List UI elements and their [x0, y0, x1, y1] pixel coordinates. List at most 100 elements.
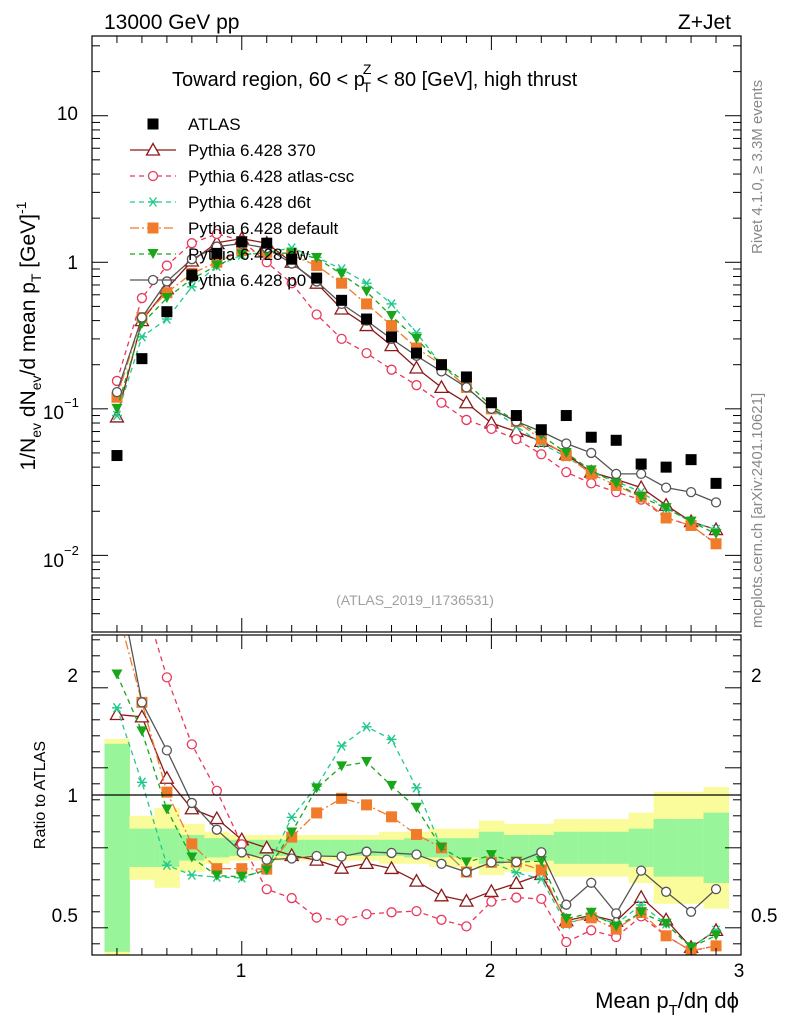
ratio-point-p0 [361, 846, 372, 857]
ratio-point-p370 [633, 889, 649, 903]
ratio-point-default [411, 828, 422, 840]
x-axis-label: Mean pT/dη dϕ [595, 988, 739, 1019]
legend-marker-d6t [148, 197, 158, 207]
ratio-point-atlascsc [586, 925, 597, 936]
legend-label-atlas: ATLAS [188, 115, 241, 134]
point-dw [211, 260, 223, 271]
ratio-band-green [154, 828, 180, 867]
point-dw [286, 248, 298, 259]
ratio-point-p0 [236, 847, 247, 858]
point-atlas [635, 458, 647, 470]
point-atlas [460, 371, 472, 383]
ratio-point-d6t [386, 734, 397, 745]
ratio-point-dw [560, 913, 572, 924]
ratio-point-dw [186, 852, 198, 863]
ratio-point-dw [161, 804, 173, 815]
ratio-point-p370 [433, 887, 450, 902]
ratio-point-p370 [508, 875, 524, 890]
point-dw [386, 310, 398, 321]
y-axis-label: 1/Nev dNev/d mean pT [GeV]-1 [13, 201, 44, 470]
ratio-point-p0 [710, 883, 722, 895]
ratio-ytick-right-2: 2 [751, 666, 762, 687]
axis-ticks [91, 36, 742, 955]
ratio-point-dw [311, 783, 323, 794]
ratio-point-p0 [561, 899, 572, 910]
ratio-point-default [386, 811, 398, 823]
point-default [361, 298, 373, 310]
ratio-point-atlascsc [211, 785, 222, 796]
series-line-default [116, 250, 717, 545]
point-atlas [361, 313, 373, 325]
ytick-exp-0.1: −1 [64, 395, 79, 410]
legend-marker-atlascsc [147, 170, 159, 182]
ratio-band-green [304, 839, 330, 856]
ratio-point-p0 [386, 847, 397, 859]
ratio-point-d6t [361, 721, 372, 732]
ratio-band-green [628, 828, 655, 867]
legend-label-p0: Pythia 6.428 p0 [188, 271, 306, 290]
ratio-band-green [453, 838, 480, 858]
point-p0 [660, 482, 672, 493]
point-p0 [111, 386, 123, 398]
ratio-band-green [653, 819, 680, 877]
point-atlascsc [111, 375, 123, 387]
point-dw [635, 492, 647, 503]
point-atlas [710, 477, 722, 489]
ratio-band-green [279, 839, 305, 856]
ytick-label-10: 10 [57, 104, 78, 125]
point-atlas [535, 424, 547, 436]
ratio-point-p0 [136, 697, 148, 708]
ratio-y-axis-label: Ratio to ATLAS [32, 741, 49, 849]
ratio-point-d6t [511, 867, 522, 878]
ratio-point-p0 [636, 865, 647, 876]
legend-label-dw: Pythia 6.428 dw [188, 245, 310, 264]
ratio-point-atlascsc [386, 907, 397, 918]
point-atlas [660, 461, 672, 473]
legend-marker-p0 [147, 274, 159, 286]
ratio-point-p370 [209, 810, 225, 825]
rivet-annotation: Rivet 4.1.0, ≥ 3.3M events [749, 80, 766, 254]
ratio-band-green [503, 835, 530, 861]
ratio-point-d6t [411, 782, 422, 793]
ratio-point-atlascsc [361, 908, 372, 920]
ratio-point-dw [236, 871, 248, 882]
point-dw [336, 269, 348, 280]
point-atlascsc [336, 333, 347, 345]
point-dw [236, 249, 248, 260]
point-p0 [161, 276, 173, 287]
point-atlascsc [136, 292, 148, 304]
ytick-label-1: 1 [67, 253, 78, 274]
ratio-point-atlascsc [186, 739, 197, 750]
ratio-ytick-right-0.5: 0.5 [751, 906, 777, 927]
point-atlascsc [211, 228, 222, 240]
ratio-point-p0 [486, 857, 497, 868]
point-atlascsc [186, 238, 197, 249]
point-atlas [560, 410, 572, 422]
point-d6t [361, 278, 372, 289]
ratio-point-atlascsc [561, 936, 572, 948]
point-dw [311, 252, 323, 263]
ratio-point-dw [585, 907, 597, 918]
point-atlas [136, 353, 148, 365]
ratio-point-p0 [611, 908, 622, 919]
point-dw [411, 333, 422, 344]
point-p370 [408, 360, 425, 374]
point-atlas [510, 410, 522, 422]
ratio-uncertainty-bands [104, 739, 730, 955]
ratio-point-default [710, 940, 722, 952]
point-p0 [586, 447, 597, 459]
point-atlascsc [511, 434, 522, 445]
ratio-point-dw [111, 669, 123, 680]
point-p0 [710, 497, 722, 508]
point-atlas [111, 450, 123, 462]
ratio-point-p0 [336, 851, 347, 862]
ratio-point-dw [361, 756, 373, 767]
point-p0 [561, 438, 572, 449]
ratio-point-default [186, 838, 198, 850]
ratio-point-p0 [261, 854, 272, 865]
ytick-label-0.01: 10 [43, 551, 64, 572]
ratio-point-dw [386, 780, 398, 791]
ratio-point-dw [710, 930, 722, 941]
ratio-band-green [379, 839, 405, 856]
ratio-band-green [678, 819, 705, 877]
